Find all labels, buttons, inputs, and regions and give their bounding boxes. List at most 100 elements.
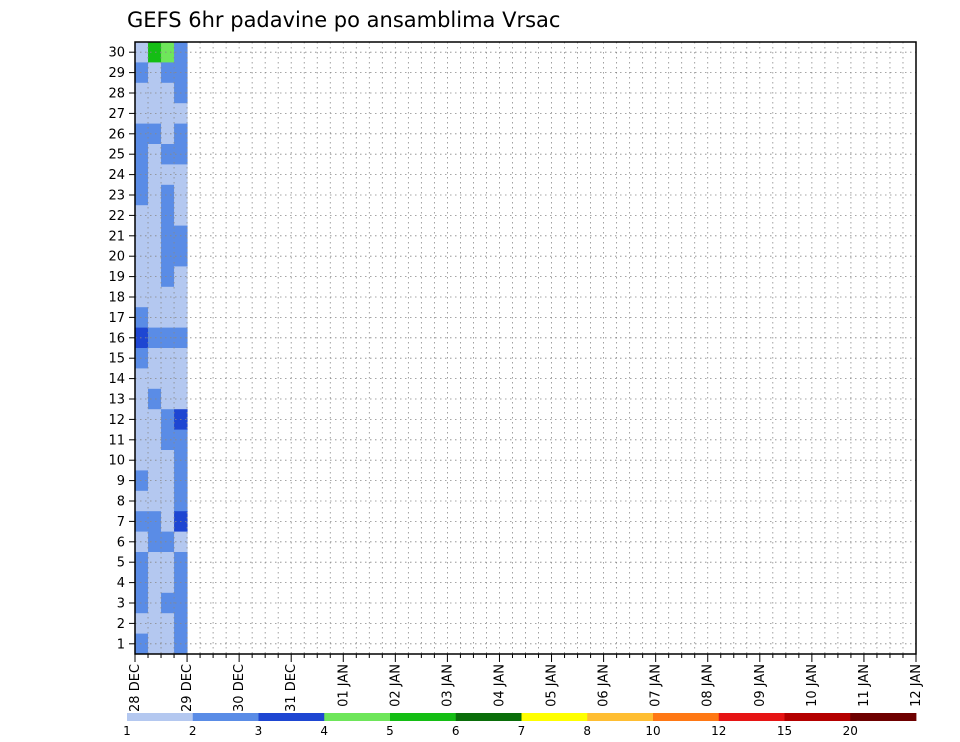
heatmap-cell <box>135 42 149 63</box>
heatmap-cell <box>161 388 175 410</box>
heatmap-cell <box>161 42 175 63</box>
heatmap-cell <box>148 123 162 145</box>
heatmap-cell <box>135 164 149 186</box>
colorbar-swatch <box>192 713 259 721</box>
heatmap-cell <box>135 613 149 635</box>
heatmap-cell <box>135 531 149 553</box>
heatmap-cell <box>161 327 175 349</box>
heatmap-cell <box>148 572 162 594</box>
y-tick-label: 13 <box>108 393 125 408</box>
y-tick-label: 28 <box>108 87 125 102</box>
heatmap-cell <box>135 62 149 84</box>
y-tick-label: 22 <box>108 209 125 224</box>
colorbar-label: 3 <box>255 724 263 738</box>
y-tick-label: 21 <box>108 229 125 244</box>
heatmap-cell <box>161 409 175 431</box>
heatmap-cell <box>161 225 175 247</box>
colorbar-label: 8 <box>583 724 591 738</box>
y-tick-label: 30 <box>108 46 125 61</box>
heatmap-cell <box>148 205 162 227</box>
heatmap-cell <box>161 592 175 614</box>
colorbar-label: 15 <box>777 724 792 738</box>
y-tick-label: 26 <box>108 127 125 142</box>
heatmap-cell <box>148 511 162 533</box>
colorbar-swatch <box>784 713 851 721</box>
heatmap-cell <box>148 42 162 63</box>
x-tick-label: 04 JAN <box>493 664 508 707</box>
x-tick-label: 02 JAN <box>388 664 403 707</box>
colorbar-swatch <box>718 713 785 721</box>
heatmap-cell <box>148 429 162 451</box>
heatmap-cell <box>148 246 162 267</box>
heatmap-cell <box>135 490 149 512</box>
x-tick-label: 09 JAN <box>753 664 768 707</box>
y-tick-label: 17 <box>108 311 125 326</box>
heatmap-cell <box>135 103 149 125</box>
heatmap-cell <box>148 470 162 492</box>
x-tick-label: 30 DEC <box>232 664 247 712</box>
grid-lines <box>135 42 916 654</box>
heatmap-cell <box>161 144 175 165</box>
colorbar-label: 12 <box>711 724 726 738</box>
y-tick-label: 8 <box>117 495 125 510</box>
y-tick-label: 23 <box>108 189 125 204</box>
colorbar-label: 2 <box>189 724 197 738</box>
colorbar-swatch <box>258 713 325 721</box>
heatmap-cell <box>135 123 149 145</box>
heatmap-cell <box>161 348 175 369</box>
colorbar-swatch <box>521 713 588 721</box>
heatmap-cell <box>135 286 149 308</box>
heatmap-cell <box>161 429 175 451</box>
heatmap-cell <box>135 572 149 594</box>
heatmap-cell <box>148 103 162 125</box>
heatmap-cell <box>161 205 175 227</box>
colorbar: 1 2 3 4 5 6 7 8 10 12 15 20 <box>123 713 917 738</box>
heatmap-cell <box>148 225 162 247</box>
heatmap-cell <box>148 62 162 84</box>
colorbar-label: 6 <box>452 724 460 738</box>
heatmap-cell <box>135 552 149 573</box>
heatmap-cell <box>161 368 175 390</box>
y-tick-label: 3 <box>117 597 125 612</box>
y-tick-label: 20 <box>108 250 125 265</box>
x-tick-label: 10 JAN <box>805 664 820 707</box>
heatmap-cell <box>148 184 162 206</box>
y-tick-label: 12 <box>108 413 125 428</box>
y-tick-label: 9 <box>117 474 125 489</box>
y-tick-label: 6 <box>117 535 125 550</box>
y-axis: 1234567891011121314151617181920212223242… <box>108 46 135 652</box>
heatmap-cell <box>161 82 175 104</box>
heatmap-cell <box>161 633 175 655</box>
heatmap-cell <box>161 552 175 573</box>
y-tick-label: 19 <box>108 270 125 285</box>
heatmap-cell <box>148 552 162 573</box>
colorbar-label: 1 <box>123 724 131 738</box>
heatmap-cell <box>135 307 149 329</box>
x-tick-label: 12 JAN <box>909 664 924 707</box>
heatmap-cell <box>148 82 162 104</box>
x-tick-label: 29 DEC <box>180 664 195 712</box>
heatmap-cell <box>148 368 162 390</box>
x-tick-label: 31 DEC <box>284 664 299 712</box>
colorbar-label: 7 <box>518 724 526 738</box>
heatmap-cell <box>148 592 162 614</box>
colorbar-label: 5 <box>386 724 394 738</box>
y-tick-label: 25 <box>108 148 125 163</box>
heatmap-cell <box>161 531 175 553</box>
heatmap-cell <box>148 409 162 431</box>
colorbar-swatch <box>850 713 917 721</box>
y-tick-label: 29 <box>108 66 125 81</box>
y-tick-label: 11 <box>108 433 125 448</box>
heatmap-cell <box>161 164 175 186</box>
heatmap-cell <box>148 286 162 308</box>
y-tick-label: 18 <box>108 291 125 306</box>
heatmap-cell <box>135 246 149 267</box>
colorbar-swatch <box>455 713 522 721</box>
heatmap-cell <box>161 572 175 594</box>
heatmap-cell <box>161 266 175 288</box>
x-tick-label: 11 JAN <box>857 664 872 707</box>
colorbar-swatch <box>127 713 194 721</box>
heatmap-cell <box>135 225 149 247</box>
y-tick-label: 10 <box>108 454 125 469</box>
heatmap-cell <box>148 531 162 553</box>
